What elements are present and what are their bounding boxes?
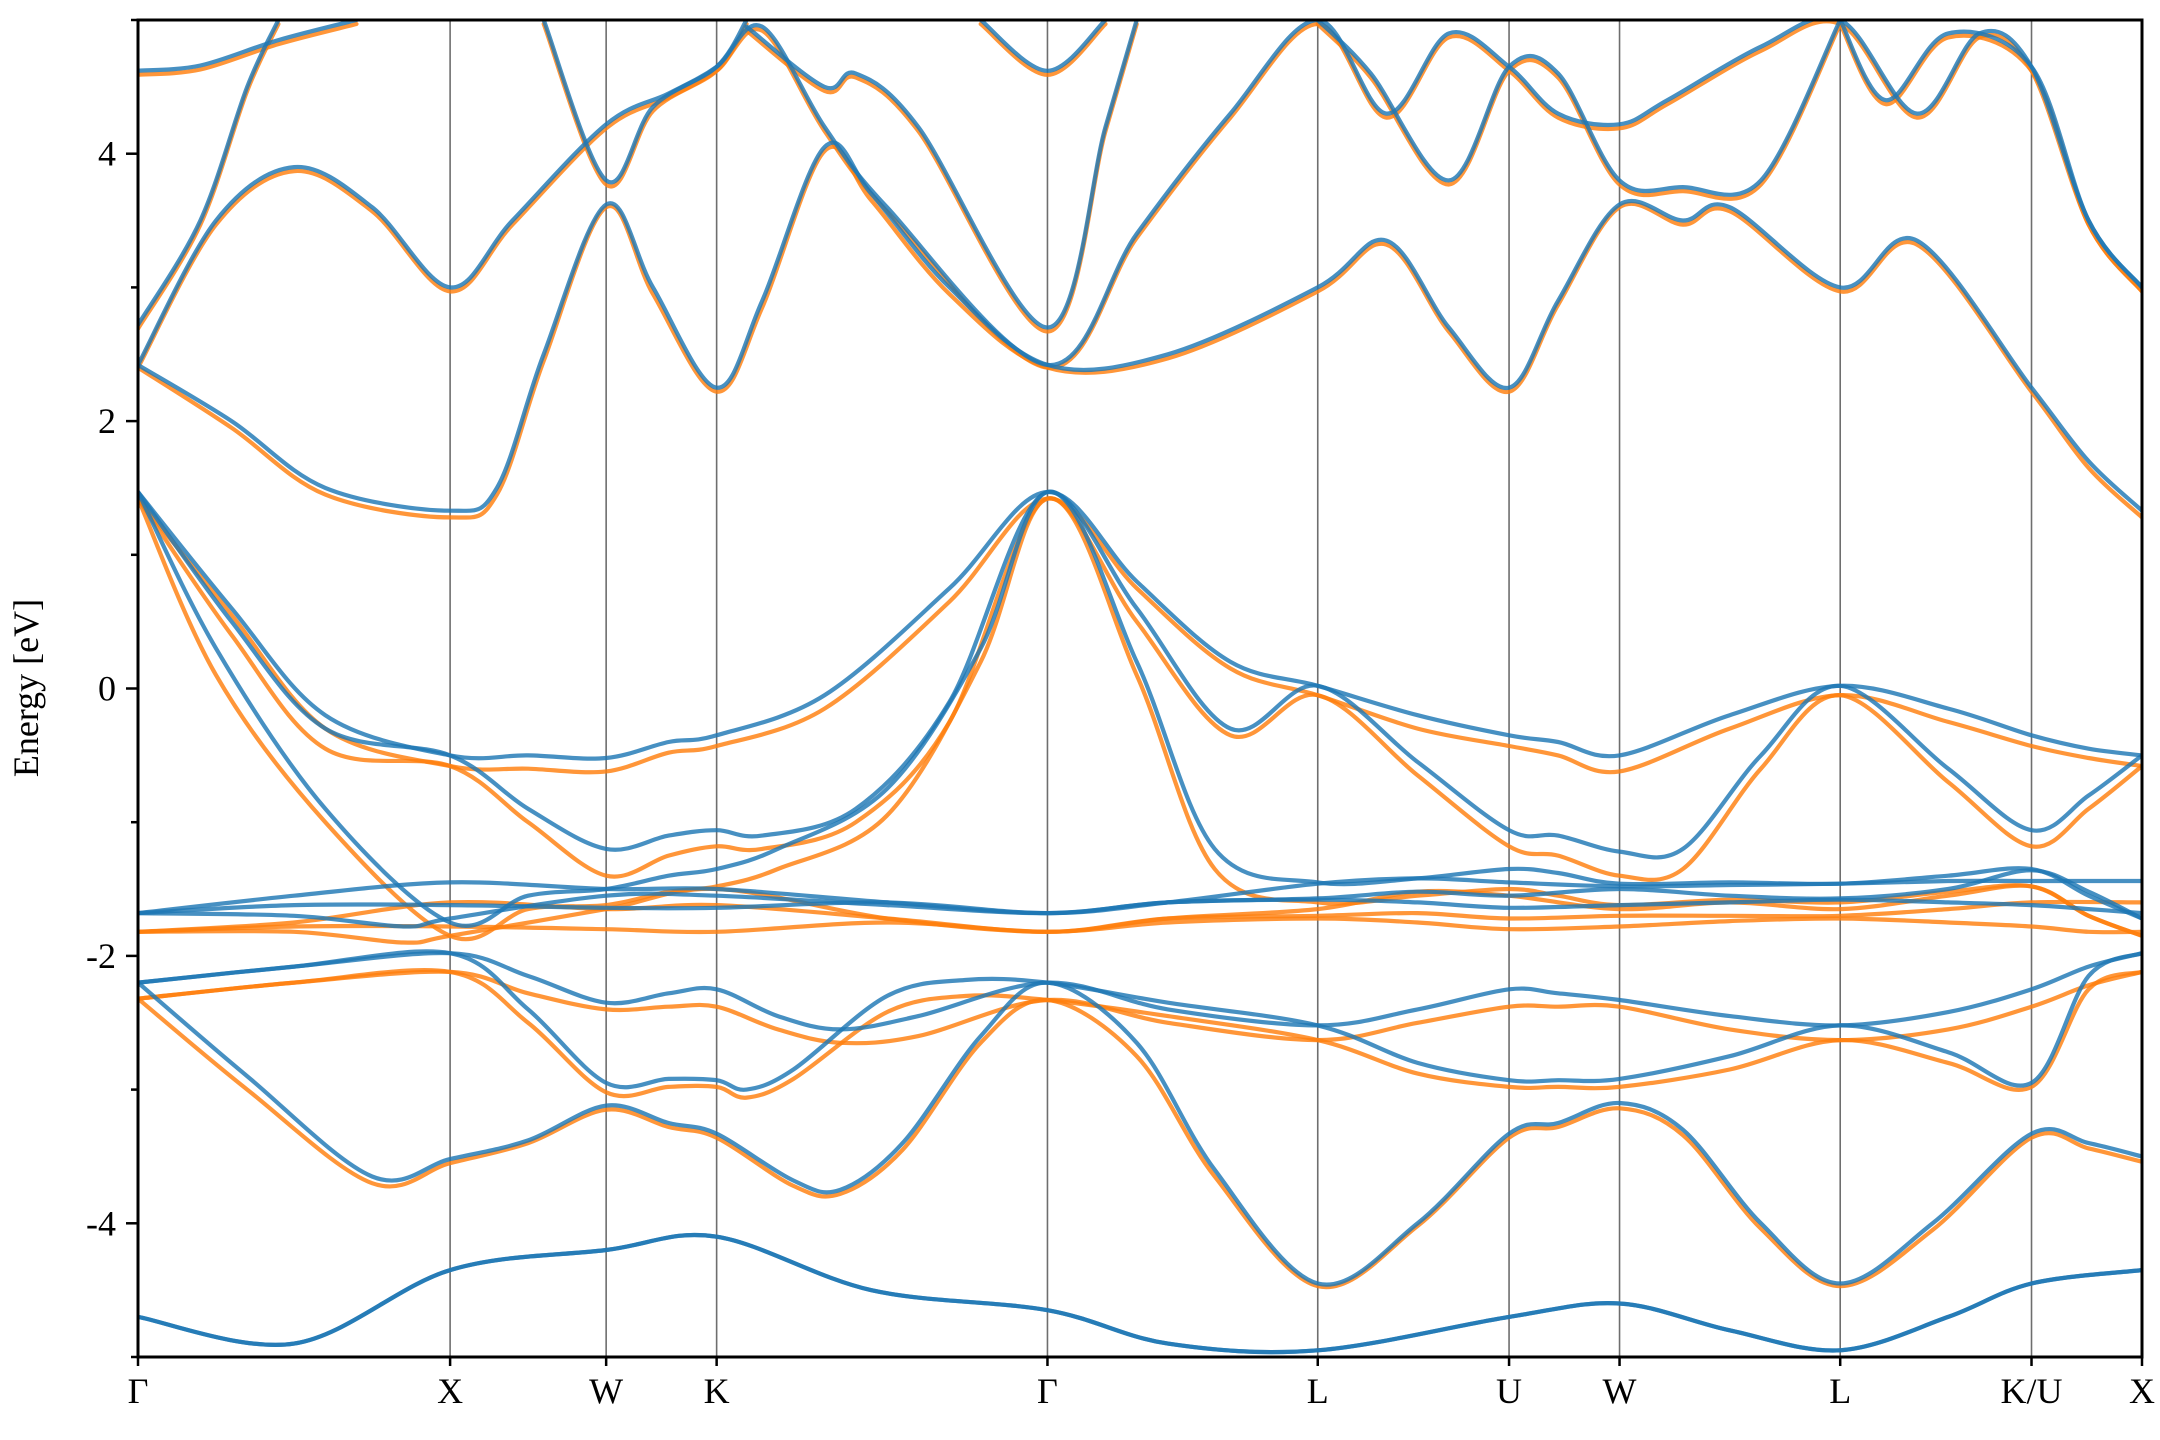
band-line <box>138 950 2142 1032</box>
x-tick-label: K/U <box>2001 1371 2063 1411</box>
y-tick-label: 0 <box>98 669 116 709</box>
band-line <box>1315 20 1843 197</box>
band-line <box>138 140 2142 513</box>
x-tick-label: L <box>1829 1371 1851 1411</box>
x-tick-label: K <box>704 1371 730 1411</box>
band-line <box>138 20 359 73</box>
band-line <box>978 21 1108 77</box>
band-line <box>138 1232 2142 1355</box>
y-axis-label: Energy [eV] <box>6 599 46 777</box>
band-line <box>138 20 281 327</box>
band-line <box>138 1232 2142 1355</box>
band-line <box>138 916 2142 935</box>
y-tick-label: -4 <box>86 1203 116 1243</box>
x-tick-label: L <box>1307 1371 1329 1411</box>
band-line <box>978 20 1108 73</box>
band-line <box>138 496 2142 775</box>
band-line <box>138 969 2142 1046</box>
band-line <box>138 899 2142 934</box>
band-line <box>138 980 2142 1287</box>
y-tick-label: 4 <box>98 134 116 174</box>
band-line <box>138 996 2142 1290</box>
band-line <box>541 20 749 185</box>
y-tick-label: -2 <box>86 936 116 976</box>
band-line <box>138 496 2142 942</box>
band-line <box>138 489 2142 921</box>
band-line <box>138 897 2142 916</box>
y-axis: -4 -2 0 2 4 <box>86 18 138 1359</box>
band-line <box>744 20 1139 330</box>
band-line <box>138 21 359 77</box>
band-line <box>138 489 2142 929</box>
band-line <box>138 20 2142 368</box>
band-line <box>1838 20 2142 290</box>
band-line <box>138 20 2142 370</box>
y-tick-label: 2 <box>98 401 116 441</box>
x-tick-label: X <box>2129 1371 2155 1411</box>
band-line <box>138 496 2142 938</box>
x-axis: Γ X W K Γ L U W L K/U X <box>128 1357 2155 1411</box>
band-lines <box>138 20 2142 1355</box>
band-line <box>138 968 2142 1100</box>
x-tick-label: Γ <box>128 1371 149 1411</box>
x-tick-label: X <box>437 1371 463 1411</box>
high-symmetry-lines <box>449 20 2033 1357</box>
band-line <box>138 144 2142 520</box>
band-line <box>138 489 2142 761</box>
x-tick-label: Γ <box>1037 1371 1058 1411</box>
plot-frame <box>136 18 2144 1359</box>
x-tick-label: U <box>1496 1371 1522 1411</box>
band-line <box>138 949 2142 1092</box>
x-tick-label: W <box>589 1371 623 1411</box>
x-tick-label: W <box>1603 1371 1637 1411</box>
